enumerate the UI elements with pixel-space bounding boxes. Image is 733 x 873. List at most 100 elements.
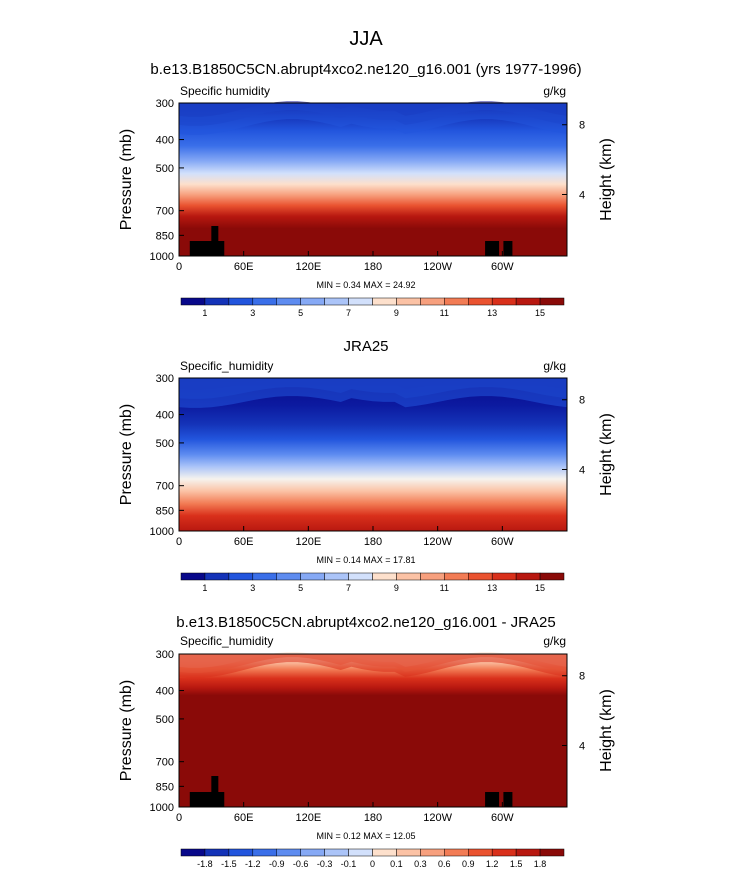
- x-tick-label: 60W: [491, 812, 514, 824]
- x-tick-label: 0: [176, 536, 182, 548]
- y-tick-label: 1000: [150, 802, 174, 814]
- x-tick-label: 0: [176, 261, 182, 273]
- x-tick-label: 180: [364, 261, 382, 273]
- contour-field: [179, 654, 567, 807]
- colorbar-label: 0.3: [414, 859, 427, 869]
- x-tick-label: 60E: [234, 812, 254, 824]
- y-tick-label: 850: [156, 505, 174, 517]
- colorbar-box: [491, 572, 517, 581]
- colorbar-label: 0.9: [462, 859, 475, 869]
- colorbar-box: [252, 572, 277, 581]
- colorbar-label: 0: [370, 859, 375, 869]
- colorbar-box: [396, 297, 421, 306]
- colorbar-box: [276, 848, 301, 857]
- colorbar-label: -1.5: [221, 859, 237, 869]
- x-tick-label: 0: [176, 812, 182, 824]
- units-label: g/kg: [543, 84, 566, 98]
- panel-3: b.e13.B1850C5CN.abrupt4xco2.ne120_g16.00…: [118, 614, 615, 869]
- stats-text: MIN = 0.12 MAX = 12.05: [316, 831, 415, 841]
- colorbar-label: 7: [346, 583, 351, 593]
- x-tick-label: 120W: [423, 536, 452, 548]
- y-tick-label: 500: [156, 163, 174, 175]
- panel-2: JRA25 Specific_humidity g/kg 0 60E 120E 180 120…: [118, 338, 615, 593]
- colorbar-label: -0.9: [269, 859, 285, 869]
- colorbar-box: [276, 297, 301, 306]
- y-axis-label: Pressure (mb): [118, 404, 135, 505]
- colorbar-box: [252, 297, 277, 306]
- colorbar-label: 0.1: [390, 859, 403, 869]
- colorbar-label: 15: [535, 583, 545, 593]
- panel-title: b.e13.B1850C5CN.abrupt4xco2.ne120_g16.00…: [150, 61, 581, 78]
- right-axis-label: Height (km): [598, 689, 615, 772]
- y-tick-label: 1000: [150, 251, 174, 263]
- colorbar-box: [324, 297, 349, 306]
- topography-block: [503, 792, 513, 807]
- y-axis-label: Pressure (mb): [118, 680, 135, 781]
- colorbar-label: 1.8: [534, 859, 547, 869]
- units-label: g/kg: [543, 359, 566, 373]
- variable-label: Specific humidity: [180, 84, 270, 98]
- colorbar-box: [372, 572, 397, 581]
- topography-block: [485, 241, 500, 256]
- y-tick-label: 500: [156, 438, 174, 450]
- colorbar-label: -0.6: [293, 859, 309, 869]
- colorbar-box: [204, 297, 230, 306]
- colorbar-box: [180, 848, 206, 857]
- colorbar-label: 1: [202, 583, 207, 593]
- colorbar-label: 3: [250, 583, 255, 593]
- y-tick-label: 400: [156, 410, 174, 422]
- colorbar-box: [324, 572, 349, 581]
- colorbar-box: [444, 297, 469, 306]
- colorbar-box: [444, 848, 469, 857]
- y-tick-label: 300: [156, 649, 174, 661]
- y-tick-label: 400: [156, 135, 174, 147]
- y-axis-label: Pressure (mb): [118, 129, 135, 230]
- contour-field: [179, 103, 567, 256]
- y-tick-label: 700: [156, 206, 174, 218]
- y-tick-label: 500: [156, 714, 174, 726]
- colorbar-box: [204, 848, 230, 857]
- contour-band: [179, 378, 567, 408]
- y-tick-label: 300: [156, 98, 174, 110]
- colorbar-label: 5: [298, 583, 303, 593]
- height-tick-label: 4: [579, 190, 585, 202]
- panel-title: JRA25: [343, 338, 388, 355]
- colorbar-box: [372, 848, 397, 857]
- colorbar-box: [539, 848, 565, 857]
- colorbar-label: 5: [298, 308, 303, 318]
- y-tick-label: 400: [156, 686, 174, 698]
- colorbar-box: [515, 297, 541, 306]
- colorbar-box: [468, 848, 493, 857]
- y-tick-label: 1000: [150, 526, 174, 538]
- colorbar-box: [420, 572, 445, 581]
- units-label: g/kg: [543, 634, 566, 648]
- colorbar-box: [444, 572, 469, 581]
- colorbar-box: [180, 572, 206, 581]
- colorbar-label: 0.6: [438, 859, 451, 869]
- x-tick-label: 180: [364, 536, 382, 548]
- colorbar-box: [396, 572, 421, 581]
- colorbar-label: 7: [346, 308, 351, 318]
- y-tick-label: 850: [156, 230, 174, 242]
- stats-text: MIN = 0.14 MAX = 17.81: [316, 555, 415, 565]
- height-tick-label: 4: [579, 741, 585, 753]
- x-tick-label: 120W: [423, 261, 452, 273]
- topography-block: [211, 776, 219, 806]
- panel-1: b.e13.B1850C5CN.abrupt4xco2.ne120_g16.00…: [118, 61, 615, 318]
- y-tick-label: 300: [156, 373, 174, 385]
- topography-block: [485, 792, 500, 807]
- colorbar-box: [300, 572, 325, 581]
- variable-label: Specific_humidity: [180, 634, 273, 648]
- x-tick-label: 60E: [234, 261, 254, 273]
- colorbar-label: 13: [487, 308, 497, 318]
- colorbar-label: 1.5: [510, 859, 523, 869]
- variable-label: Specific_humidity: [180, 359, 273, 373]
- panel-title: b.e13.B1850C5CN.abrupt4xco2.ne120_g16.00…: [176, 614, 555, 631]
- y-tick-label: 700: [156, 481, 174, 493]
- colorbar-label: 1: [202, 308, 207, 318]
- colorbar-box: [491, 848, 517, 857]
- x-tick-label: 120W: [423, 812, 452, 824]
- colorbar-box: [348, 297, 373, 306]
- colorbar-label: 13: [487, 583, 497, 593]
